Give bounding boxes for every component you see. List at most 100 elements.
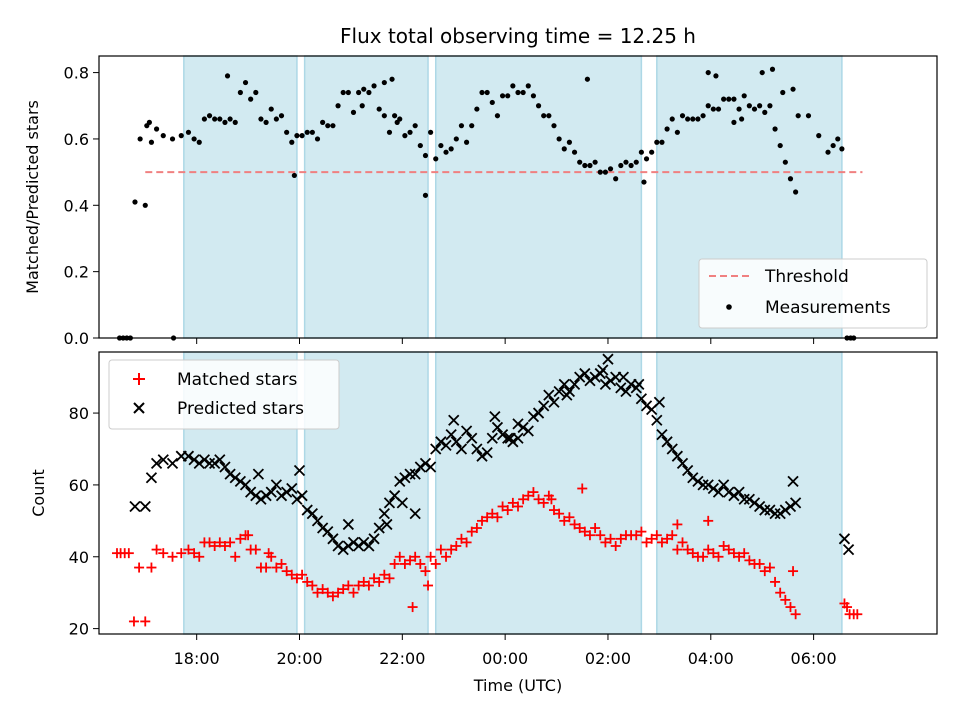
predicted-star-point: [396, 497, 408, 509]
bottom-x-ticks: 18:00 20:00 22:00 00:00 02:00 04:00 06:00: [174, 634, 837, 668]
predicted-star-point: [676, 457, 689, 469]
measurement-point: [422, 192, 429, 198]
measurement-point: [757, 103, 763, 109]
matched-star-point: [363, 580, 374, 591]
predicted-star-point: [440, 439, 452, 452]
predicted-star-point: [311, 515, 324, 527]
measurement-point: [561, 146, 567, 152]
predicted-marker-b: [209, 457, 221, 469]
matched-star-point: [312, 587, 323, 598]
matched-star-point: [158, 548, 169, 559]
matched-star-point: [343, 580, 354, 591]
measurement-point: [458, 123, 465, 129]
measurement-point: [736, 106, 742, 112]
predicted-star-point: [358, 536, 370, 549]
matched-star-point: [595, 530, 606, 541]
matched-star-point: [713, 551, 724, 562]
predicted-marker-b: [620, 385, 632, 398]
predicted-marker-b: [260, 490, 272, 502]
predicted-star-point: [558, 378, 570, 390]
predicted-marker-b: [281, 486, 293, 498]
predicted-star-point: [687, 472, 699, 484]
predicted-marker-b: [332, 540, 344, 552]
predicted-marker-b: [723, 486, 735, 498]
predicted-marker-b: [388, 490, 401, 502]
predicted-marker-b: [414, 461, 426, 473]
predicted-marker-b: [602, 353, 614, 365]
matched-star-point: [728, 548, 739, 559]
matched-star-point: [134, 562, 145, 573]
matched-star-point: [322, 587, 333, 598]
predicted-star-point: [489, 411, 501, 423]
predicted-marker-b: [635, 393, 648, 405]
predicted-marker-b: [293, 464, 306, 477]
predicted-star-point: [653, 396, 666, 408]
predicted-star-point: [599, 378, 612, 390]
x-tick-label: 18:00: [174, 649, 220, 668]
predicted-star-point: [579, 367, 591, 380]
measurement-point: [489, 99, 495, 106]
measurement-point: [386, 129, 393, 135]
matched-star-point: [605, 533, 616, 544]
predicted-star-point: [404, 468, 416, 480]
measurement-point: [169, 136, 176, 142]
predicted-marker-b: [574, 371, 586, 383]
bottom-y-tick-label: 80: [69, 404, 89, 423]
predicted-star-point: [743, 493, 755, 505]
top-y-tick-label: 0.8: [64, 64, 89, 83]
matched-star-point: [577, 483, 588, 494]
predicted-marker-b: [265, 486, 277, 498]
measurement-point: [587, 162, 593, 169]
predicted-star-point: [394, 475, 406, 487]
predicted-star-point: [291, 493, 303, 505]
predicted-star-point: [692, 475, 704, 487]
bottom-y-axis-label: Count: [29, 469, 48, 517]
measurement-point: [381, 79, 387, 86]
predicted-star-point: [157, 454, 169, 466]
predicted-star-point: [842, 543, 855, 556]
measurement-point: [325, 123, 331, 129]
matched-star-point: [451, 540, 462, 551]
matched-star-point: [353, 580, 364, 591]
predicted-marker-b: [337, 543, 349, 556]
measurement-point: [551, 123, 557, 129]
predicted-marker-b: [728, 490, 740, 502]
predicted-star-point: [481, 446, 493, 459]
matched-star-point: [546, 494, 557, 505]
measurement-point: [541, 113, 547, 119]
predicted-star-point: [502, 432, 514, 444]
x-tick-label: 06:00: [791, 649, 837, 668]
predicted-marker-b: [245, 486, 257, 498]
matched-legend-label: Matched stars: [177, 370, 297, 390]
predicted-marker-b: [502, 432, 514, 444]
measurement-point: [381, 113, 387, 119]
matched-star-point: [183, 544, 194, 555]
matched-star-point: [151, 544, 162, 555]
predicted-marker-b: [409, 468, 421, 480]
matched-star-point: [407, 602, 418, 613]
matched-star-point: [698, 551, 709, 562]
matched-star-point: [502, 505, 513, 516]
predicted-star-point: [188, 454, 200, 466]
measurement-point: [340, 89, 346, 96]
predicted-star-point: [239, 479, 252, 491]
predicted-star-point: [633, 378, 645, 390]
predicted-star-point: [635, 393, 648, 405]
predicted-star-point: [193, 457, 205, 469]
matched-star-point: [471, 523, 482, 534]
predicted-marker-b: [538, 400, 550, 412]
predicted-star-point: [617, 371, 630, 383]
predicted-marker-b: [712, 486, 725, 498]
measurement-point: [304, 129, 310, 135]
measurement-point: [782, 159, 788, 165]
matched-star-point: [677, 537, 688, 548]
matched-star-point: [703, 515, 714, 526]
predicted-star-point: [399, 472, 411, 484]
predicted-marker-b: [394, 475, 406, 487]
matched-star-point: [369, 573, 380, 584]
measurement-point: [641, 179, 647, 185]
matched-star-point: [554, 508, 565, 519]
measurement-point: [356, 89, 362, 96]
matched-star-point: [276, 558, 287, 569]
predicted-star-point: [139, 500, 151, 513]
